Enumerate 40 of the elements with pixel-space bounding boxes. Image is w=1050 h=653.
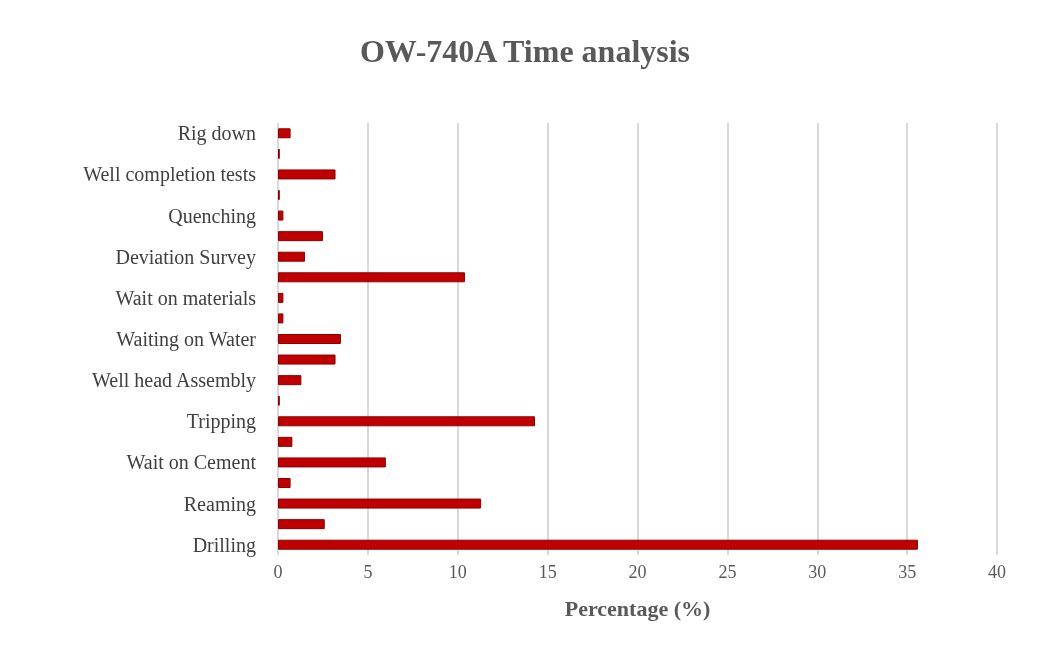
y-tick-label: Waiting on Water bbox=[116, 328, 257, 351]
x-tick-label: 10 bbox=[448, 562, 467, 582]
bar bbox=[278, 457, 386, 468]
bar bbox=[278, 416, 536, 427]
bar bbox=[278, 128, 291, 139]
y-tick-label: Rig down bbox=[177, 122, 256, 146]
bar bbox=[278, 292, 284, 303]
bar bbox=[278, 210, 284, 221]
y-tick-label: Tripping bbox=[186, 410, 256, 434]
x-tick-label: 20 bbox=[628, 562, 647, 582]
bar bbox=[278, 519, 325, 530]
bar bbox=[278, 436, 293, 447]
y-tick-label: Reaming bbox=[183, 492, 256, 516]
bar bbox=[278, 375, 302, 386]
x-tick-label: 35 bbox=[898, 562, 917, 582]
x-tick-label: 40 bbox=[988, 562, 1006, 582]
bar bbox=[278, 251, 305, 262]
y-tick-label: Quenching bbox=[168, 204, 256, 228]
x-axis-title: Percentage (%) bbox=[564, 595, 711, 621]
y-tick-label: Well head Assembly bbox=[92, 369, 256, 393]
y-tick-label: Drilling bbox=[192, 533, 256, 557]
x-tick-label: 15 bbox=[538, 562, 557, 582]
x-tick-label: 0 bbox=[273, 562, 283, 582]
bar bbox=[278, 169, 336, 180]
bar bbox=[278, 539, 918, 550]
y-tick-label: Well completion tests bbox=[83, 163, 257, 187]
bar bbox=[278, 478, 291, 488]
x-tick-label: 25 bbox=[718, 562, 737, 582]
y-tick-label: Deviation Survey bbox=[115, 245, 256, 269]
bar bbox=[278, 498, 482, 509]
bar bbox=[278, 354, 336, 365]
x-tick-label: 5 bbox=[363, 562, 373, 582]
bar bbox=[278, 272, 465, 283]
bar bbox=[278, 231, 323, 242]
x-tick-label: 30 bbox=[808, 562, 827, 582]
chart-title: OW-740A Time analysis bbox=[359, 33, 691, 69]
y-tick-label: Wait on materials bbox=[115, 286, 257, 309]
y-tick-label: Wait on Cement bbox=[126, 451, 257, 474]
bar bbox=[278, 334, 341, 344]
bar bbox=[278, 313, 284, 324]
